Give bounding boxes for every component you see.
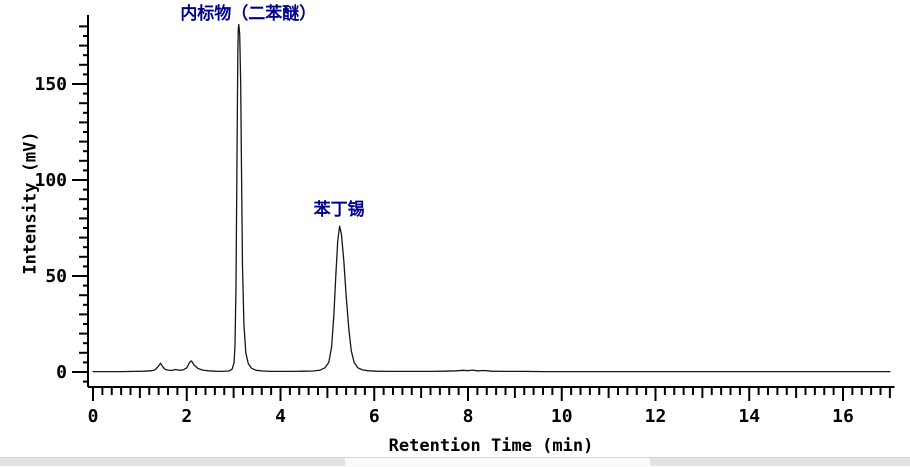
x-tick-label-8: 8 [463, 406, 474, 427]
x-tick-label-14: 14 [738, 406, 760, 427]
peak-label-internal-standard: 内标物（二苯醚） [180, 4, 317, 25]
y-tick-label-50: 50 [45, 266, 67, 287]
y-axis-title: Intensity (mV) [20, 131, 41, 275]
x-tick-label-4: 4 [275, 406, 286, 427]
peak-label-fenbutatin: 苯丁锡 [313, 200, 365, 221]
x-tick-label-0: 0 [88, 406, 99, 427]
chromatogram-trace [92, 23, 891, 373]
x-tick-label-2: 2 [181, 406, 192, 427]
x-tick-label-16: 16 [832, 406, 854, 427]
y-tick-label-100: 100 [34, 170, 67, 191]
y-tick-label-0: 0 [56, 362, 67, 383]
y-tick-label-150: 150 [34, 74, 67, 95]
x-tick-label-6: 6 [369, 406, 380, 427]
x-axis-title: Retention Time (min) [388, 436, 594, 456]
x-tick-label-10: 10 [551, 406, 573, 427]
window-bottom-edge-highlight [345, 458, 650, 467]
x-tick-label-12: 12 [645, 406, 667, 427]
window-bottom-edge [0, 457, 910, 467]
